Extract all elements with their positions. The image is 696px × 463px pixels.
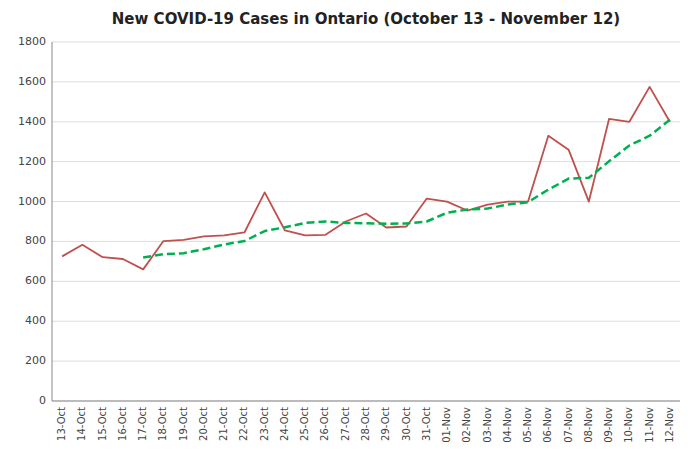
x-tick-label: 06-Nov (542, 407, 553, 443)
grid-line (52, 281, 680, 282)
y-tick-label: 0 (39, 394, 46, 407)
x-tick-label: 28-Oct (360, 407, 371, 441)
x-tick-label: 23-Oct (259, 407, 270, 441)
grid-line (52, 321, 680, 322)
title: New COVID-19 Cases in Ontario (October 1… (112, 10, 620, 28)
x-axis-line (52, 401, 680, 402)
y-tick-label: 1600 (18, 75, 46, 88)
y-tick-label: 1000 (18, 195, 46, 208)
grid-line (52, 161, 680, 162)
x-tick-label: 07-Nov (563, 407, 574, 443)
y-tick-label: 1400 (18, 115, 46, 128)
x-tick-label: 10-Nov (623, 407, 634, 443)
grid-line (52, 81, 680, 82)
x-tick-label: 17-Oct (137, 407, 148, 441)
x-tick-label: 12-Nov (664, 407, 675, 443)
grid-line (52, 361, 680, 362)
y-tick-label: 1800 (18, 35, 46, 48)
x-tick-label: 09-Nov (603, 407, 614, 443)
grid-line (52, 121, 680, 122)
x-tick-label: 03-Nov (482, 407, 493, 443)
x-tick-label: 04-Nov (502, 407, 513, 443)
series-line (143, 120, 670, 258)
x-tick-label: 25-Oct (299, 407, 310, 441)
x-tick-label: 15-Oct (97, 407, 108, 441)
x-tick-label: 26-Oct (319, 407, 330, 441)
y-tick-label: 800 (25, 234, 46, 247)
x-tick-label: 21-Oct (218, 407, 229, 441)
series-group (62, 87, 670, 269)
x-tick-label: 16-Oct (117, 407, 128, 441)
x-tick-label: 22-Oct (238, 407, 249, 441)
y-tick-label: 200 (25, 354, 46, 367)
x-tick-label: 20-Oct (198, 407, 209, 441)
x-tick-label: 18-Oct (157, 407, 168, 441)
x-tick-label: 02-Nov (461, 407, 472, 443)
chart: New COVID-19 Cases in Ontario (October 1… (0, 0, 696, 463)
x-tick-label: 14-Oct (76, 407, 87, 441)
x-tick-label: 29-Oct (380, 407, 391, 441)
series-line (62, 87, 670, 269)
x-tick-label: 05-Nov (522, 407, 533, 443)
grid-line (52, 42, 680, 43)
x-tick-label: 30-Oct (401, 407, 412, 441)
y-tick-label: 600 (25, 274, 46, 287)
y-tick-label: 400 (25, 314, 46, 327)
x-tick-label: 13-Oct (56, 407, 67, 441)
grid-line (52, 401, 680, 402)
y-axis-line (52, 42, 53, 401)
x-tick-label: 24-Oct (279, 407, 290, 441)
grid-line (52, 201, 680, 202)
x-tick-label: 08-Nov (583, 407, 594, 443)
grid (52, 42, 680, 401)
grid-line (52, 241, 680, 242)
x-tick-label: 27-Oct (340, 407, 351, 441)
x-tick-label: 31-Oct (421, 407, 432, 441)
x-tick-label: 19-Oct (178, 407, 189, 441)
y-tick-label: 1200 (18, 155, 46, 168)
x-tick-label: 01-Nov (441, 407, 452, 443)
x-tick-label: 11-Nov (644, 407, 655, 443)
